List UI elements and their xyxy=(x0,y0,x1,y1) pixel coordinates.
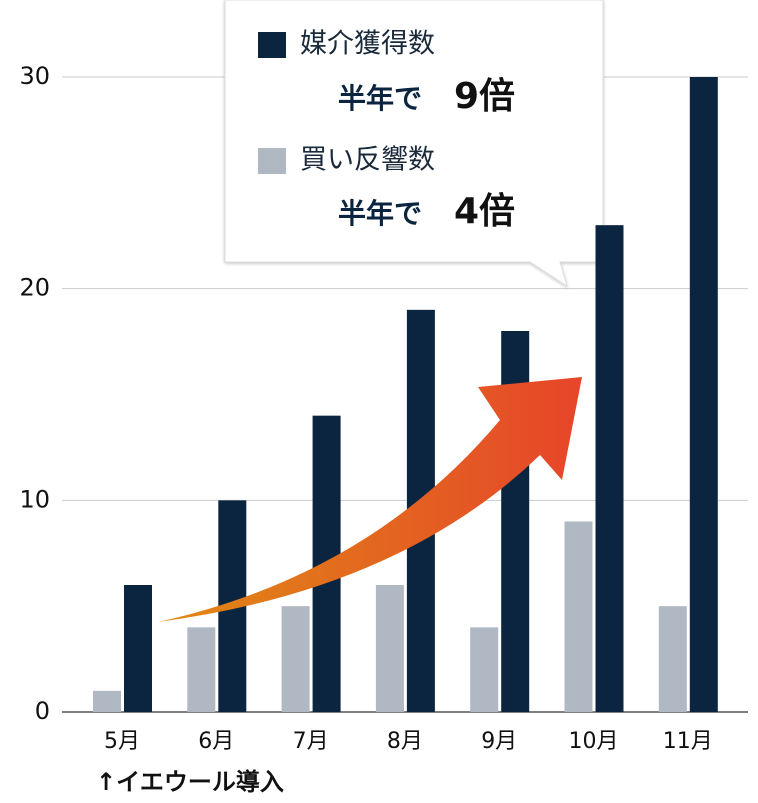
bar xyxy=(124,585,152,712)
x-tick-label: 6月 xyxy=(198,729,234,754)
bar xyxy=(93,690,121,712)
bar xyxy=(595,225,624,712)
x-tick-label: 8月 xyxy=(387,729,423,754)
legend-label: 買い反響数 xyxy=(300,145,435,176)
grid: 0 10 20 30 5月 6月 7月 8月 9月 10月 11月 xyxy=(19,62,748,754)
y-tick-label: 0 xyxy=(35,697,50,725)
legend-label: 媒介獲得数 xyxy=(300,29,435,60)
x-tick-label: 7月 xyxy=(293,729,329,754)
y-tick-label: 20 xyxy=(19,274,50,302)
y-tick-label: 30 xyxy=(19,62,50,90)
callout-text: 半年で xyxy=(338,82,422,115)
bar xyxy=(281,606,310,712)
bar xyxy=(470,627,499,712)
bars xyxy=(93,77,718,712)
callout-highlight: 4倍 xyxy=(454,191,515,232)
y-tick-label: 10 xyxy=(19,485,50,513)
callout-box xyxy=(224,0,604,288)
legend-swatch xyxy=(258,32,286,58)
trend-arrow xyxy=(158,377,582,622)
x-tick-label: 5月 xyxy=(104,729,140,754)
bar xyxy=(375,585,404,712)
x-tick-label: 10月 xyxy=(569,729,619,754)
callout-text: 半年で xyxy=(338,197,422,230)
bar xyxy=(564,521,593,712)
annotation: ↑イエウール導入 xyxy=(96,768,284,796)
legend-swatch xyxy=(258,148,286,174)
bar xyxy=(658,606,687,712)
x-tick-label: 11月 xyxy=(663,729,713,754)
bar xyxy=(187,627,216,712)
bar xyxy=(689,77,718,712)
callout-highlight: 9倍 xyxy=(454,76,515,117)
x-tick-label: 9月 xyxy=(481,729,517,754)
